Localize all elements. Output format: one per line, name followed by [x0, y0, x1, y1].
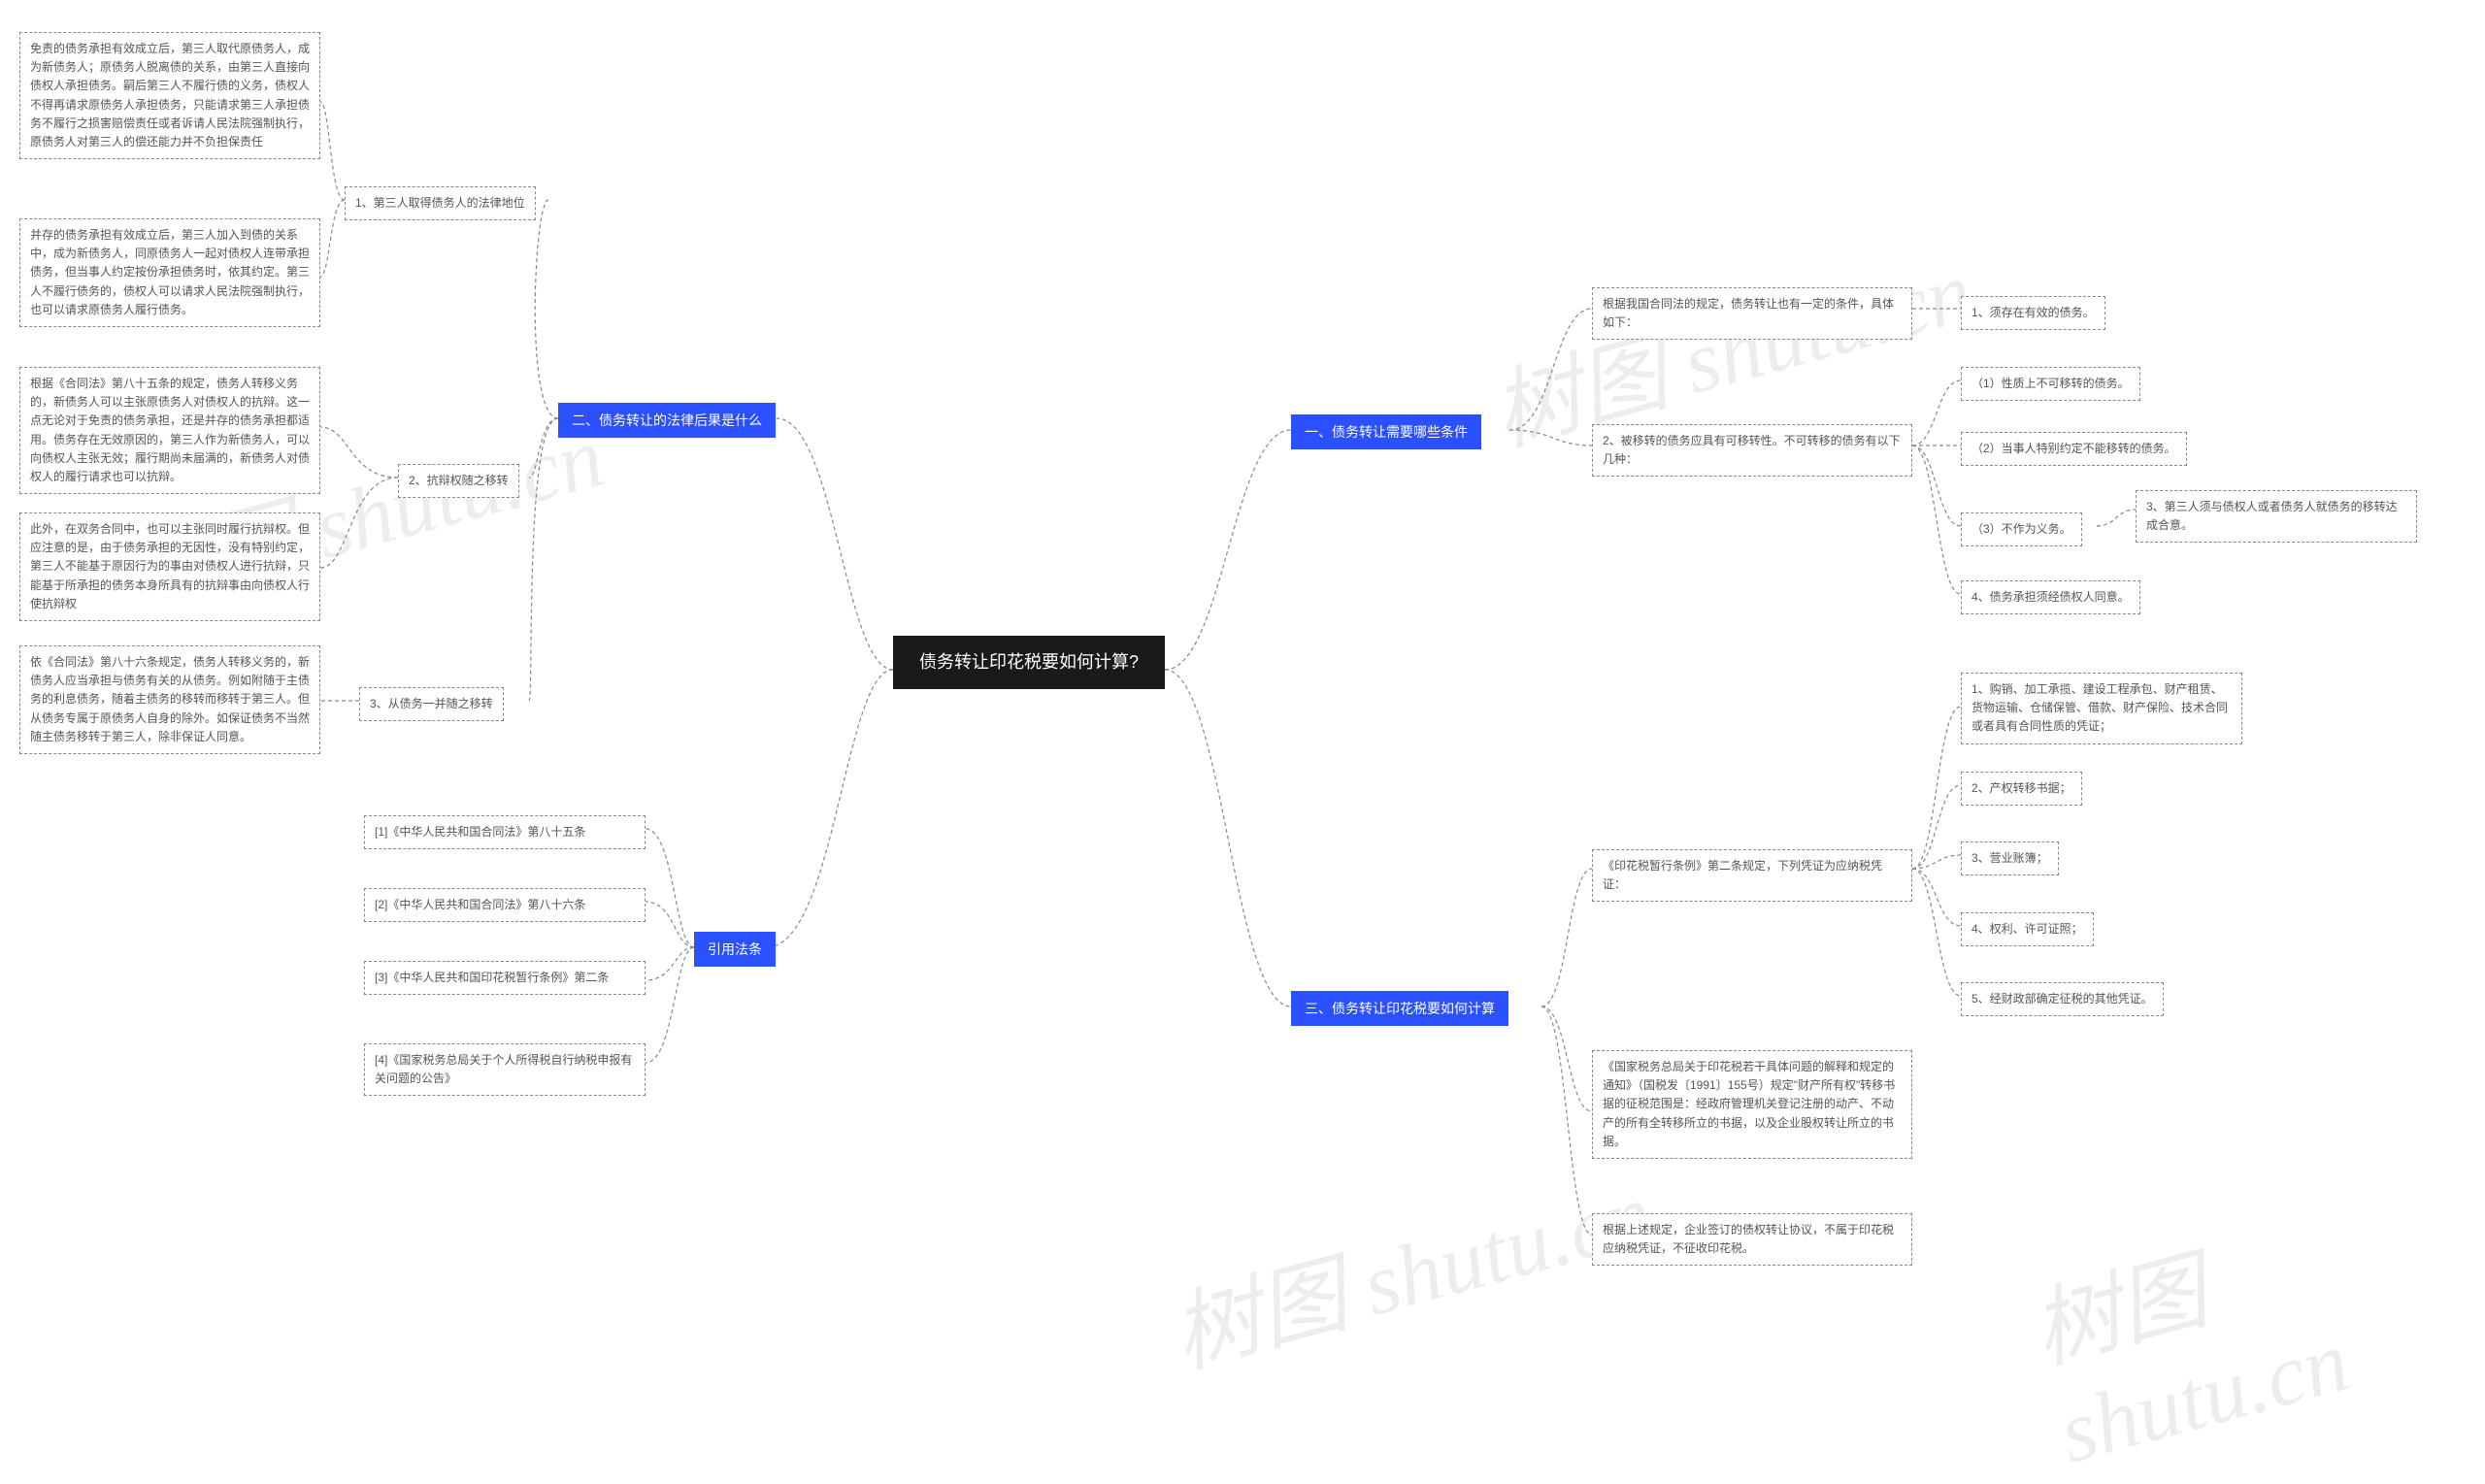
b3-n1-c1: 1、购销、加工承揽、建设工程承包、财产租赁、货物运输、仓储保管、借款、财产保险、… — [1961, 673, 2242, 744]
b1-n2-c1: （1）性质上不可移转的债务。 — [1961, 367, 2140, 401]
b3-n1-c3: 3、营业账簿； — [1961, 841, 2059, 875]
b1-n2-c3: （3）不作为义务。 — [1961, 512, 2082, 546]
b2-n1-p2: 并存的债务承担有效成立后，第三人加入到债的关系中，成为新债务人，同原债务人一起对… — [19, 218, 320, 327]
watermark: 树图 shutu.cn — [1157, 1142, 1663, 1391]
b2-n1: 1、第三人取得债务人的法律地位 — [345, 186, 536, 220]
b2-n3: 3、从债务一并随之移转 — [359, 687, 504, 721]
b3-n3: 根据上述规定，企业签订的债权转让协议，不属于印花税应纳税凭证，不征收印花税。 — [1592, 1213, 1912, 1266]
root-node: 债务转让印花税要如何计算? — [893, 636, 1165, 689]
b3-n1-c5: 5、经财政部确定征税的其他凭证。 — [1961, 982, 2164, 1016]
b4-c3: [3]《中华人民共和国印花税暂行条例》第二条 — [364, 961, 646, 995]
b2-n3-p1: 依《合同法》第八十六条规定，债务人转移义务的，新债务人应当承担与债务有关的从债务… — [19, 645, 320, 754]
b1-n2: 2、被移转的债务应具有可移转性。不可转移的债务有以下几种： — [1592, 424, 1912, 477]
branch-4: 引用法条 — [694, 932, 776, 967]
b3-n1-c4: 4、权利、许可证照； — [1961, 912, 2094, 946]
b2-n2-p1: 根据《合同法》第八十五条的规定，债务人转移义务的，新债务人可以主张原债务人对债权… — [19, 367, 320, 494]
b1-n2-c4: 4、债务承担须经债权人同意。 — [1961, 580, 2140, 614]
b4-c2: [2]《中华人民共和国合同法》第八十六条 — [364, 888, 646, 922]
b1-n1-c1: 1、须存在有效的债务。 — [1961, 296, 2105, 330]
branch-3: 三、债务转让印花税要如何计算 — [1291, 991, 1508, 1026]
b3-n1: 《印花税暂行条例》第二条规定，下列凭证为应纳税凭证： — [1592, 849, 1912, 902]
watermark: 树图 shutu.cn — [2017, 1149, 2485, 1483]
b1-n1: 根据我国合同法的规定，债务转让也有一定的条件，具体如下： — [1592, 287, 1912, 340]
branch-1: 一、债务转让需要哪些条件 — [1291, 414, 1481, 449]
b4-c4: [4]《国家税务总局关于个人所得税自行纳税申报有关问题的公告》 — [364, 1043, 646, 1096]
b2-n1-p1: 免责的债务承担有效成立后，第三人取代原债务人，成为新债务人；原债务人脱离债的关系… — [19, 32, 320, 159]
b1-n2-c2: （2）当事人特别约定不能移转的债务。 — [1961, 432, 2187, 466]
b1-n2-c3-d1: 3、第三人须与债权人或者债务人就债务的移转达成合意。 — [2136, 490, 2417, 543]
b3-n1-c2: 2、产权转移书据； — [1961, 772, 2082, 806]
b3-n2: 《国家税务总局关于印花税若干具体问题的解释和规定的通知》（国税发〔1991〕15… — [1592, 1050, 1912, 1159]
b2-n2-p2: 此外，在双务合同中，也可以主张同时履行抗辩权。但应注意的是，由于债务承担的无因性… — [19, 512, 320, 621]
branch-2: 二、债务转让的法律后果是什么 — [558, 403, 776, 438]
b2-n2: 2、抗辩权随之移转 — [398, 464, 519, 498]
b4-c1: [1]《中华人民共和国合同法》第八十五条 — [364, 815, 646, 849]
